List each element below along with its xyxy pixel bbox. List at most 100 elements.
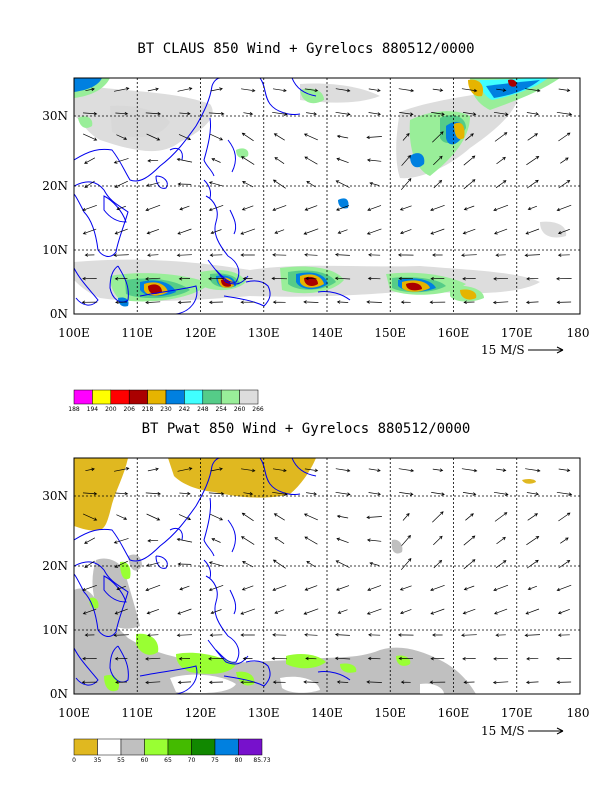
colorbar-swatch [167, 738, 192, 756]
wind-vector-arrow [335, 180, 350, 188]
wind-vector-arrow [463, 535, 476, 546]
pwat-coastlines [74, 458, 351, 694]
wind-vector-arrow [274, 609, 285, 614]
wind-vector-arrow [82, 276, 97, 281]
x-tick-label: 100E [58, 326, 90, 340]
pwat-scale-label: 15 M/S [481, 724, 525, 738]
wind-vector-arrow [493, 277, 509, 281]
wind-vector-arrow [430, 608, 445, 615]
wind-vector-arrow [431, 112, 445, 116]
wind-vector-arrow [337, 229, 348, 234]
colorbar-swatch [73, 389, 93, 405]
wind-vector-arrow [336, 514, 349, 519]
wind-vector-arrow [334, 252, 350, 257]
wind-vector-arrow [493, 204, 509, 212]
wind-vector-arrow [526, 277, 539, 281]
wind-vector-arrow [210, 609, 222, 615]
colorbar-swatch [128, 389, 148, 405]
wind-vector-arrow [179, 585, 190, 591]
wind-vector-arrow [461, 88, 478, 93]
colorbar-label: 194 [87, 406, 99, 413]
wind-vector-arrow [272, 633, 287, 637]
wind-vector-arrow [465, 133, 474, 141]
wind-vector-arrow [114, 656, 128, 661]
wind-vector-arrow [114, 608, 128, 615]
wind-vector-arrow [398, 468, 415, 473]
wind-vector-arrow [82, 584, 97, 592]
wind-vector-arrow [335, 88, 351, 93]
wind-vector-arrow [241, 205, 254, 211]
colorbar-swatch [202, 389, 222, 405]
wind-vector-arrow [113, 253, 129, 257]
wind-vector-arrow [304, 205, 318, 211]
wind-vector-arrow [461, 468, 478, 473]
wind-vector-arrow [557, 608, 570, 615]
wind-vector-arrow [147, 467, 159, 472]
wind-vector-arrow [306, 181, 316, 188]
x-tick-label: 140E [311, 706, 343, 720]
wind-vector-arrow [399, 585, 412, 591]
wind-vector-arrow [116, 134, 128, 140]
wind-vector-arrow [113, 633, 129, 637]
colorbar-label: 260 [234, 406, 246, 413]
wind-vector-arrow [369, 561, 379, 566]
wind-vector-arrow [179, 491, 191, 496]
colorbar-swatch [120, 738, 145, 756]
x-tick-label: 110E [121, 706, 153, 720]
wind-vector-arrow [368, 88, 381, 93]
wind-vector-arrow [306, 561, 316, 568]
wind-vector-arrow [336, 680, 349, 684]
wind-vector-arrow [492, 300, 509, 305]
wind-vector-arrow [115, 300, 128, 305]
wind-vector-arrow [527, 133, 539, 141]
pwat-wind-vectors [81, 467, 573, 685]
wind-vector-arrow [272, 179, 286, 189]
wind-vector-arrow [397, 633, 414, 637]
wind-vector-arrow [208, 204, 224, 212]
wind-vector-arrow [526, 155, 540, 166]
wind-vector-arrow [208, 656, 224, 661]
wind-vector-arrow [400, 558, 412, 571]
wind-vector-arrow [463, 300, 475, 305]
wind-vector-arrow [176, 157, 193, 163]
wind-vector-arrow [526, 657, 539, 661]
wind-vector-arrow [208, 276, 224, 281]
wind-vector-arrow [400, 609, 412, 615]
colorbar-label: 75 [211, 757, 219, 764]
wind-vector-arrow [367, 276, 381, 281]
wind-vector-arrow [272, 300, 286, 304]
wind-vector-arrow [368, 492, 382, 496]
wind-vector-arrow [367, 205, 382, 211]
wind-vector-arrow [272, 680, 286, 684]
wind-vector-arrow [400, 680, 411, 684]
y-tick-label: 0N [50, 307, 68, 321]
wind-vector-arrow [556, 680, 572, 685]
x-tick-label: 160E [438, 326, 470, 340]
wind-vector-arrow [82, 608, 97, 615]
wind-vector-arrow [400, 300, 411, 304]
wind-vector-arrow [556, 491, 573, 496]
wind-vector-arrow [84, 180, 95, 188]
wind-vector-arrow [432, 253, 443, 257]
wind-vector-arrow [82, 513, 98, 521]
wind-vector-arrow [525, 468, 541, 473]
wind-vector-arrow [336, 585, 350, 591]
wind-vector-arrow [560, 157, 569, 164]
colorbar-swatch [147, 389, 167, 405]
wind-vector-arrow [274, 157, 285, 164]
wind-vector-arrow [211, 158, 221, 163]
wind-vector-arrow [210, 229, 222, 235]
wind-vector-arrow [178, 656, 191, 661]
wind-vector-arrow [81, 300, 98, 305]
wind-vector-arrow [524, 633, 541, 638]
wind-vector-arrow [368, 253, 381, 257]
wind-vector-arrow [368, 468, 381, 473]
wind-vector-arrow [274, 229, 285, 234]
wind-vector-arrow [527, 513, 539, 521]
wind-vector-arrow [400, 178, 412, 191]
wind-vector-arrow [433, 559, 443, 569]
wind-vector-arrow [556, 300, 572, 305]
wind-vector-arrow [303, 300, 319, 304]
wind-vector-arrow [242, 561, 254, 568]
